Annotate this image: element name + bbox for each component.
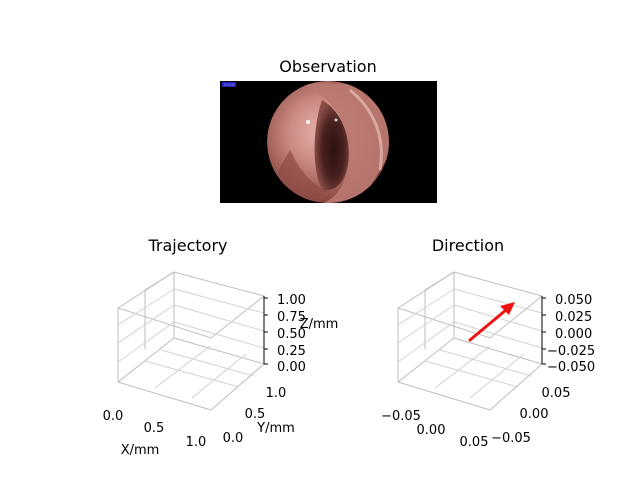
direction-y-tick: 0.00 xyxy=(520,407,549,422)
direction-z-tick: 0.050 xyxy=(555,293,592,308)
trajectory-y-tick: 1.0 xyxy=(266,386,287,401)
direction-z-tick: 0.025 xyxy=(555,310,592,325)
trajectory-xlabel: X/mm xyxy=(121,443,160,458)
direction-x-tick: −0.05 xyxy=(381,409,421,424)
trajectory-zlabel: Z/mm xyxy=(300,317,339,332)
observation-endoscope-image xyxy=(267,81,389,203)
trajectory-z-tick: 0.00 xyxy=(277,360,306,375)
trajectory-z-tick: 0.50 xyxy=(277,327,306,342)
direction-z-tick: −0.025 xyxy=(547,344,595,359)
trajectory-axes: Trajectory 0.0 0.5 1.0 0.0 0.5 1.0 1. xyxy=(103,236,339,458)
trajectory-y-tick: 0.0 xyxy=(223,431,244,446)
trajectory-ylabel: Y/mm xyxy=(256,421,295,436)
trajectory-x-tick: 0.0 xyxy=(103,409,124,424)
trajectory-z-tick: 0.25 xyxy=(277,344,306,359)
trajectory-y-tick: 0.5 xyxy=(245,407,266,422)
direction-arrow xyxy=(468,302,515,342)
trajectory-title: Trajectory xyxy=(148,236,228,255)
direction-title: Direction xyxy=(432,236,504,255)
overlay-badge xyxy=(222,82,236,87)
direction-y-tick: −0.05 xyxy=(491,431,531,446)
overlay-badge-text: ZOOM xyxy=(224,83,235,87)
trajectory-x-tick: 1.0 xyxy=(186,435,207,450)
direction-x-tick: 0.05 xyxy=(460,435,489,450)
trajectory-x-tick: 0.5 xyxy=(144,421,165,436)
observation-panel: Observation ZOOM xyxy=(220,57,437,203)
direction-y-tick: 0.05 xyxy=(542,386,571,401)
observation-title: Observation xyxy=(279,57,376,76)
trajectory-z-tick: 0.75 xyxy=(277,310,306,325)
trajectory-z-tick: 1.00 xyxy=(277,293,306,308)
direction-x-tick: 0.00 xyxy=(417,423,446,438)
direction-z-tick: −0.050 xyxy=(547,360,595,375)
direction-z-tick: 0.000 xyxy=(555,327,592,342)
direction-axes: Direction −0.05 0.00 0.05 −0.05 xyxy=(381,236,595,450)
